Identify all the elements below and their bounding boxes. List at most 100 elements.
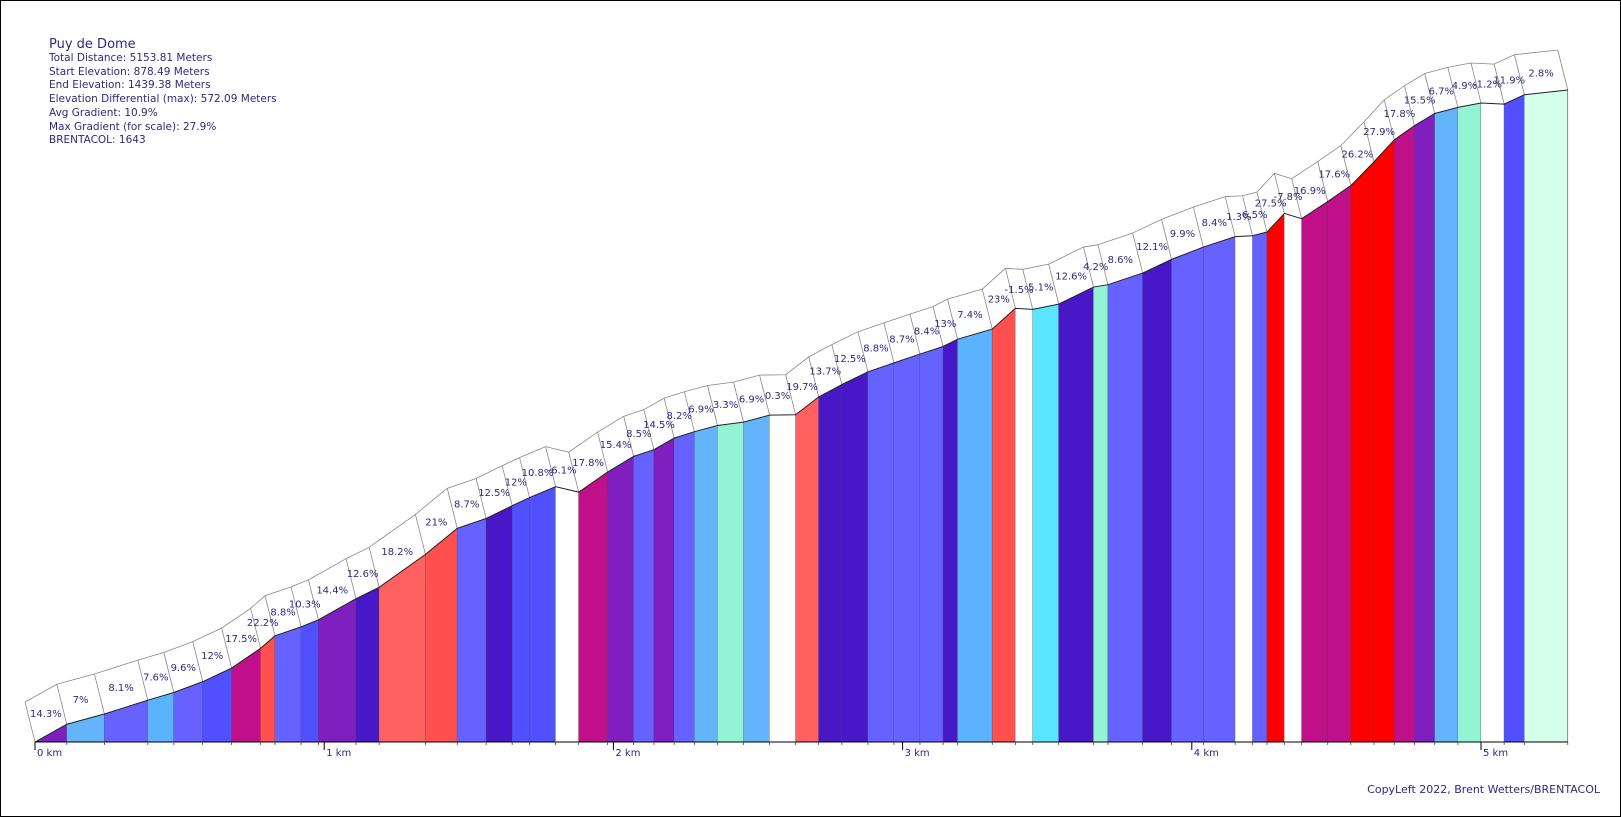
profile-segment	[841, 371, 868, 742]
profile-segment	[992, 308, 1016, 742]
label-band-divider	[947, 299, 958, 340]
label-band-divider	[1224, 196, 1236, 237]
profile-segment	[795, 396, 819, 742]
segment-gradient-label: 8.8%	[270, 607, 295, 618]
segment-gradient-label: 17.8%	[1383, 109, 1415, 120]
segment-gradient-label: 9.9%	[1170, 229, 1195, 240]
profile-segment	[173, 681, 203, 742]
label-band-divider	[1242, 195, 1253, 236]
label-band-divider	[1447, 67, 1459, 108]
profile-segment	[957, 329, 993, 742]
profile-segment	[1301, 201, 1328, 743]
x-axis-tick-label: 0 km	[37, 748, 62, 759]
segment-gradient-label: 8.7%	[889, 334, 914, 345]
segment-gradient-label: 4.9%	[1452, 81, 1477, 92]
profile-segment	[919, 346, 944, 742]
segment-gradient-label: 0.3%	[765, 391, 790, 402]
segment-gradient-label: 15.4%	[600, 440, 632, 451]
profile-segment	[202, 668, 232, 742]
segment-gradient-label: 12%	[505, 478, 527, 489]
segment-gradient-label: 22.2%	[247, 618, 279, 629]
profile-segment	[66, 713, 105, 742]
label-band-divider	[1097, 244, 1109, 285]
segment-gradient-label: 18.2%	[381, 547, 413, 558]
label-band-divider	[264, 595, 276, 636]
label-band-divider	[1557, 49, 1569, 91]
profile-segment	[607, 456, 634, 742]
profile-segment	[1171, 247, 1204, 742]
label-band-divider	[308, 579, 319, 620]
profile-segment	[674, 431, 695, 742]
x-axis-tick-label: 2 km	[615, 748, 640, 759]
segment-gradient-label: 17.5%	[225, 634, 257, 645]
profile-segment	[1284, 213, 1302, 742]
label-band-divider	[1048, 264, 1060, 305]
copyright-text: CopyLeft 2022, Brent Wetters/BRENTACOL	[1367, 783, 1600, 796]
label-band-divider	[932, 306, 944, 347]
segment-gradient-label: 15.5%	[1404, 96, 1436, 107]
segment-gradient-label: -7.8%	[1274, 192, 1303, 203]
label-band-divider	[1363, 121, 1375, 162]
segment-gradient-label: 6.9%	[688, 405, 713, 416]
profile-segment	[1481, 102, 1505, 743]
profile-segment	[529, 486, 556, 742]
segment-gradient-label: 12.6%	[1055, 272, 1087, 283]
profile-segment	[147, 692, 174, 742]
label-band-divider	[808, 356, 820, 397]
profile-segment	[486, 505, 513, 742]
profile-segment	[425, 528, 458, 742]
chart-title: Puy de Dome	[49, 37, 136, 52]
label-band-divider	[568, 452, 580, 493]
label-band-divider	[1291, 178, 1303, 219]
label-band-divider	[1022, 269, 1034, 310]
label-band-divider	[663, 398, 675, 439]
segment-gradient-label: 8.2%	[667, 411, 692, 422]
profile-segment	[457, 518, 487, 742]
label-band-divider	[1513, 54, 1525, 95]
label-band-divider	[1083, 246, 1094, 288]
segment-gradient-label: 13%	[934, 319, 956, 330]
segment-gradient-label: 9.6%	[171, 663, 196, 674]
segment-gradient-label: 14.4%	[316, 585, 348, 596]
label-band-divider	[1161, 219, 1172, 260]
profile-segment	[694, 425, 718, 742]
segment-gradient-label: 12.5%	[834, 354, 866, 365]
stat-avg-gradient: Avg Gradient: 10.9%	[49, 106, 158, 119]
segment-gradient-label: 8.5%	[626, 429, 651, 440]
segment-gradient-label: 12.6%	[347, 569, 379, 580]
profile-segment	[1434, 107, 1458, 742]
x-axis-tick-label: 1 km	[326, 748, 351, 759]
label-band-divider	[1273, 173, 1285, 214]
profile-segment	[633, 449, 654, 742]
label-band-divider	[597, 431, 609, 473]
segment-gradient-label: 6.9%	[739, 395, 764, 406]
label-band-divider	[733, 381, 744, 423]
label-band-divider	[290, 586, 302, 627]
segment-gradient-label: 16.9%	[1294, 186, 1326, 197]
profile-segment	[1457, 102, 1481, 743]
profile-segment	[1203, 236, 1236, 743]
segment-gradient-label: 27.5%	[1255, 199, 1287, 210]
label-band-divider	[192, 641, 204, 682]
profile-segment	[943, 339, 958, 742]
segment-gradient-label: 10.8%	[522, 468, 554, 479]
label-band-divider	[94, 673, 105, 715]
label-band-divider	[857, 331, 869, 372]
label-band-divider	[683, 391, 695, 432]
segment-gradient-label: 3.3%	[713, 400, 738, 411]
segment-gradient-label: 7.6%	[143, 672, 168, 683]
segment-gradient-label: 11.9%	[1493, 75, 1525, 86]
profile-segment	[743, 415, 770, 742]
segment-gradient-label: 2.8%	[1528, 68, 1553, 79]
profile-segment	[1235, 235, 1253, 742]
profile-segment	[275, 626, 302, 742]
segment-gradient-label: 7%	[73, 695, 89, 706]
profile-segment	[1266, 213, 1285, 742]
profile-segment	[104, 700, 148, 742]
profile-segment	[1015, 308, 1033, 742]
label-band-divider	[446, 488, 458, 529]
profile-segment	[893, 354, 920, 742]
profile-segment	[301, 619, 319, 742]
segment-gradient-label: 7.4%	[957, 310, 982, 321]
profile-segment	[260, 635, 276, 742]
